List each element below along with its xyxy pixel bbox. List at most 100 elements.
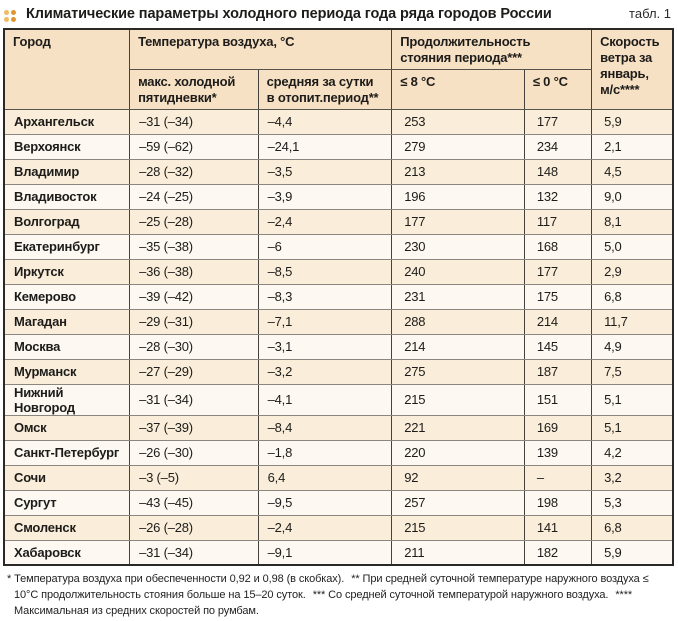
cell-duration-le0: 151 <box>523 383 593 416</box>
col-header-duration-group: Продолжительность стояния периода*** <box>391 28 593 71</box>
table-row: Архангельск –31 (–34) –4,4 253 177 5,9 <box>3 108 674 135</box>
cell-temp-max-five-day: –35 (–38) <box>129 233 259 260</box>
dot-icon <box>11 17 16 22</box>
cell-city: Москва <box>3 333 131 360</box>
cell-wind-speed: 5,0 <box>591 233 674 260</box>
cell-temp-avg-heating: –3,5 <box>257 158 393 185</box>
table-row: Смоленск –26 (–28) –2,4 215 141 6,8 <box>3 514 674 541</box>
title-bar: Климатические параметры холодного период… <box>0 0 678 23</box>
table-row: Сургут –43 (–45) –9,5 257 198 5,3 <box>3 489 674 516</box>
cell-duration-le8: 211 <box>391 539 525 566</box>
cell-temp-avg-heating: –24,1 <box>257 133 393 160</box>
cell-temp-max-five-day: –27 (–29) <box>129 358 259 385</box>
cell-temp-max-five-day: –24 (–25) <box>129 183 259 210</box>
cell-duration-le8: 214 <box>391 333 525 360</box>
table-row: Нижний Новгород –31 (–34) –4,1 215 151 5… <box>3 383 674 416</box>
table-row: Сочи –3 (–5) 6,4 92 – 3,2 <box>3 464 674 491</box>
table-row: Екатеринбург –35 (–38) –6 230 168 5,0 <box>3 233 674 260</box>
cell-duration-le0: 148 <box>523 158 593 185</box>
cell-city: Владивосток <box>3 183 131 210</box>
cell-duration-le8: 196 <box>391 183 525 210</box>
cell-duration-le8: 288 <box>391 308 525 335</box>
cell-temp-avg-heating: –6 <box>257 233 393 260</box>
cell-temp-max-five-day: –59 (–62) <box>129 133 259 160</box>
cell-duration-le0: 177 <box>523 108 593 135</box>
table-row: Волгоград –25 (–28) –2,4 177 117 8,1 <box>3 208 674 235</box>
col-header-duration-le0: ≤ 0 °С <box>523 69 593 110</box>
cell-temp-avg-heating: –3,1 <box>257 333 393 360</box>
cell-duration-le8: 177 <box>391 208 525 235</box>
cell-wind-speed: 2,1 <box>591 133 674 160</box>
cell-city: Смоленск <box>3 514 131 541</box>
cell-city: Владимир <box>3 158 131 185</box>
cell-duration-le0: 141 <box>523 514 593 541</box>
cell-temp-max-five-day: –31 (–34) <box>129 108 259 135</box>
cell-temp-avg-heating: –9,1 <box>257 539 393 566</box>
cell-duration-le0: 177 <box>523 258 593 285</box>
col-header-duration-le8: ≤ 8 °С <box>391 69 525 110</box>
cell-temp-avg-heating: 6,4 <box>257 464 393 491</box>
col-header-temp-avg-heating: средняя за сутки в отопит.период** <box>257 69 393 110</box>
cell-city: Нижний Новгород <box>3 383 131 416</box>
dot-icon <box>4 17 9 22</box>
cell-duration-le8: 230 <box>391 233 525 260</box>
cell-wind-speed: 5,9 <box>591 108 674 135</box>
footnote-3: *** Со средней суточной температурой нар… <box>312 588 609 601</box>
cell-temp-max-five-day: –28 (–30) <box>129 333 259 360</box>
cell-duration-le8: 240 <box>391 258 525 285</box>
cell-duration-le8: 221 <box>391 414 525 441</box>
cell-wind-speed: 8,1 <box>591 208 674 235</box>
col-header-wind-speed: Скорость ветра за январь, м/с**** <box>591 28 674 110</box>
cell-temp-max-five-day: –29 (–31) <box>129 308 259 335</box>
cell-city: Екатеринбург <box>3 233 131 260</box>
cell-city: Сочи <box>3 464 131 491</box>
table-row: Иркутск –36 (–38) –8,5 240 177 2,9 <box>3 258 674 285</box>
cell-city: Сургут <box>3 489 131 516</box>
table-body: Архангельск –31 (–34) –4,4 253 177 5,9 В… <box>3 108 674 566</box>
dot-icon <box>4 10 9 15</box>
table-row: Омск –37 (–39) –8,4 221 169 5,1 <box>3 414 674 441</box>
cell-duration-le8: 253 <box>391 108 525 135</box>
cell-temp-max-five-day: –37 (–39) <box>129 414 259 441</box>
cell-wind-speed: 3,2 <box>591 464 674 491</box>
cell-duration-le0: 198 <box>523 489 593 516</box>
table-number-label: табл. 1 <box>629 6 671 21</box>
cell-temp-avg-heating: –8,5 <box>257 258 393 285</box>
cell-temp-avg-heating: –4,1 <box>257 383 393 416</box>
cell-duration-le8: 231 <box>391 283 525 310</box>
page-title: Климатические параметры холодного период… <box>26 6 552 22</box>
cell-wind-speed: 5,9 <box>591 539 674 566</box>
cell-wind-speed: 11,7 <box>591 308 674 335</box>
col-header-temp-max-five-day: макс. холодной пятидневки* <box>129 69 259 110</box>
cell-city: Волгоград <box>3 208 131 235</box>
climate-table: Город Температура воздуха, °С Продолжите… <box>3 28 674 567</box>
cell-duration-le0: 234 <box>523 133 593 160</box>
cell-temp-max-five-day: –25 (–28) <box>129 208 259 235</box>
cell-temp-max-five-day: –26 (–28) <box>129 514 259 541</box>
cell-duration-le0: 139 <box>523 439 593 466</box>
table-row: Хабаровск –31 (–34) –9,1 211 182 5,9 <box>3 539 674 566</box>
cell-duration-le0: 175 <box>523 283 593 310</box>
table-row: Мурманск –27 (–29) –3,2 275 187 7,5 <box>3 358 674 385</box>
table-row: Кемерово –39 (–42) –8,3 231 175 6,8 <box>3 283 674 310</box>
cell-duration-le0: 187 <box>523 358 593 385</box>
cell-duration-le0: 132 <box>523 183 593 210</box>
dot-icon <box>11 10 16 15</box>
cell-temp-max-five-day: –3 (–5) <box>129 464 259 491</box>
cell-duration-le8: 220 <box>391 439 525 466</box>
cell-wind-speed: 9,0 <box>591 183 674 210</box>
cell-duration-le0: 169 <box>523 414 593 441</box>
cell-wind-speed: 4,5 <box>591 158 674 185</box>
cell-temp-avg-heating: –3,2 <box>257 358 393 385</box>
cell-duration-le0: 117 <box>523 208 593 235</box>
cell-wind-speed: 5,1 <box>591 414 674 441</box>
table-row: Санкт-Петербург –26 (–30) –1,8 220 139 4… <box>3 439 674 466</box>
cell-temp-avg-heating: –1,8 <box>257 439 393 466</box>
table-row: Владивосток –24 (–25) –3,9 196 132 9,0 <box>3 183 674 210</box>
cell-city: Магадан <box>3 308 131 335</box>
cell-city: Иркутск <box>3 258 131 285</box>
grid-dots-icon <box>4 10 16 22</box>
cell-duration-le8: 215 <box>391 383 525 416</box>
cell-temp-max-five-day: –31 (–34) <box>129 539 259 566</box>
cell-duration-le8: 257 <box>391 489 525 516</box>
